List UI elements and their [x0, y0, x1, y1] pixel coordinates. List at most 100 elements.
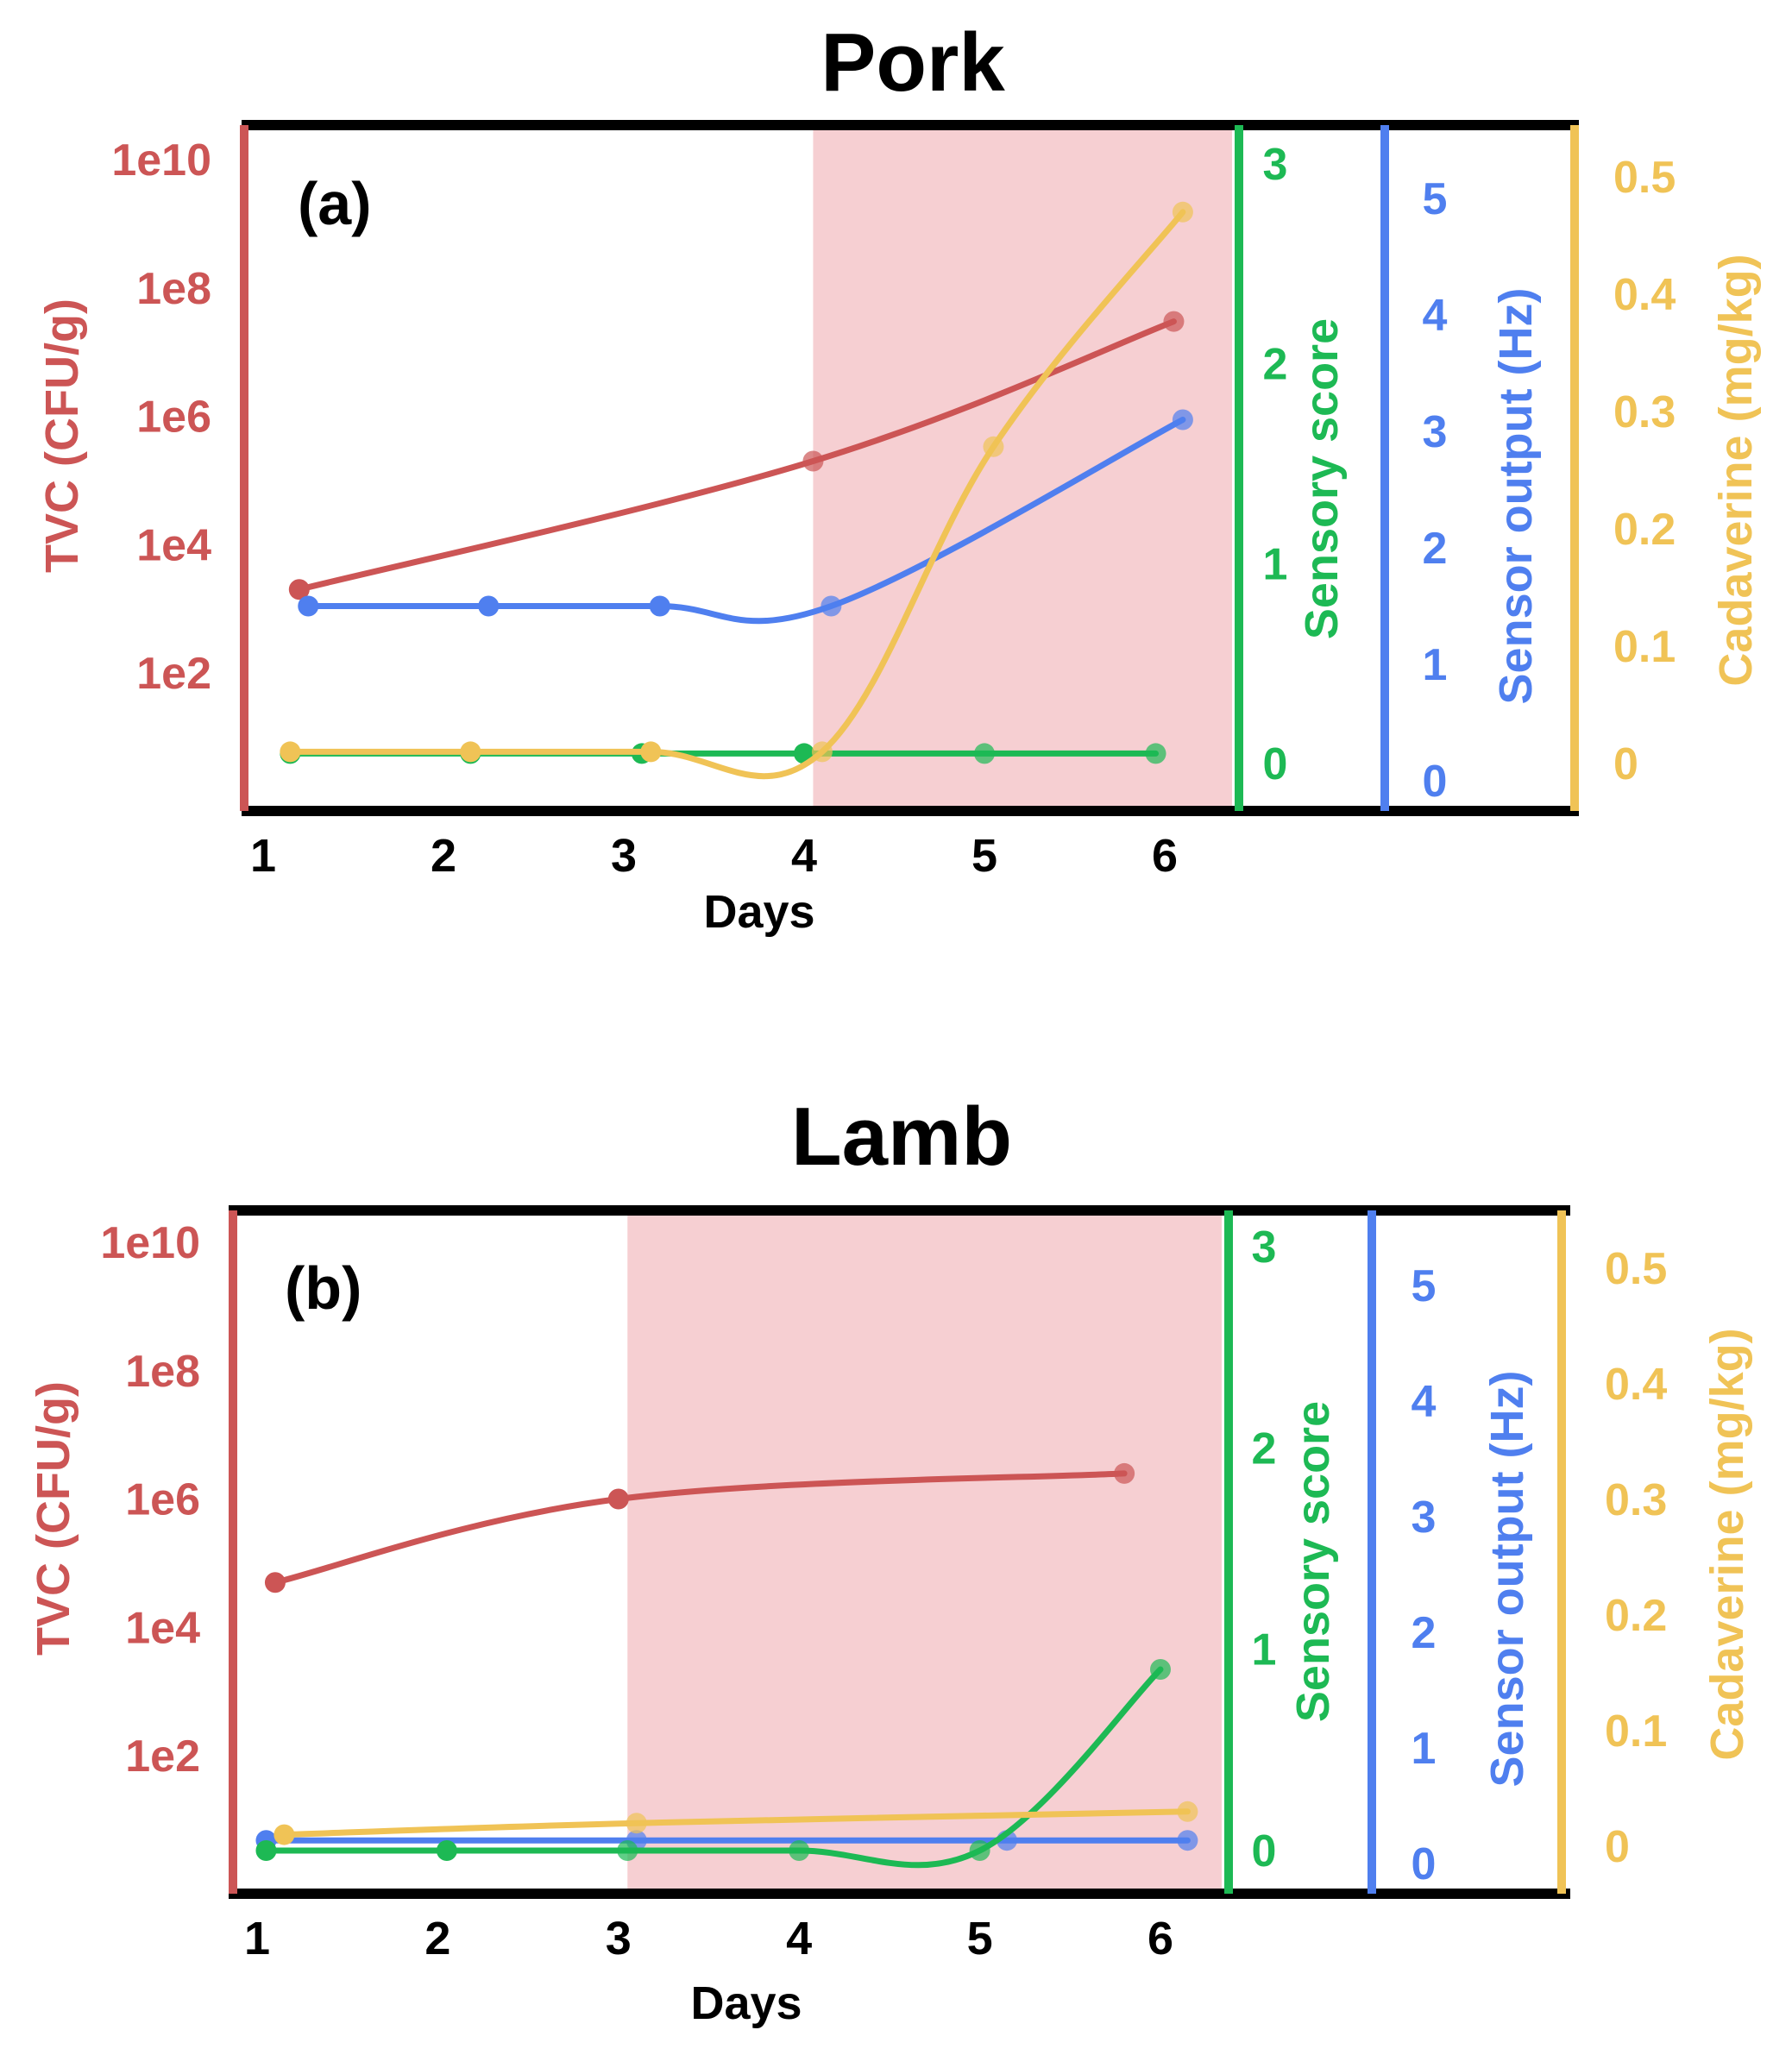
- lamb-sensory-point-6: [1150, 1659, 1171, 1680]
- pork-tvc-axis-label: TVC (CFU/g): [36, 299, 88, 573]
- pork-sensor-tick-3: 3: [1423, 407, 1448, 457]
- lamb-tvc-point-3: [1114, 1462, 1135, 1484]
- pork-x-tick-4: 4: [791, 830, 817, 882]
- lamb-tvc-point-1: [264, 1572, 286, 1593]
- pork-tvc-tick-1e10: 1e10: [111, 135, 211, 185]
- lamb-sensory-axis-label: Sensory score: [1287, 1401, 1339, 1722]
- pork-cadaverine-tick-0.1: 0.1: [1613, 622, 1676, 672]
- lamb-sensor-point-4: [1177, 1830, 1198, 1851]
- pork-cadaverine-point-1: [280, 741, 301, 763]
- lamb-cadaverine-line: [280, 1808, 1191, 1838]
- pork-cadaverine-point-4: [811, 741, 833, 763]
- pork-sensory-tick-0: 0: [1263, 739, 1288, 789]
- pork-sensor-point-2: [478, 595, 500, 617]
- pork-sensory-tick-1: 1: [1263, 539, 1288, 589]
- pork-x-tick-6: 6: [1152, 830, 1178, 882]
- pork-panel-label: (a): [298, 170, 372, 237]
- lamb-cadaverine-tick-0.4: 0.4: [1605, 1360, 1667, 1410]
- pork-x-axis-label: Days: [703, 886, 814, 938]
- pork-tvc-tick-1e4: 1e4: [136, 520, 211, 570]
- pork-tvc-point-2: [802, 450, 824, 472]
- pork-x-tick-3: 3: [611, 830, 637, 882]
- lamb-tvc-tick-1e4: 1e4: [125, 1603, 200, 1653]
- pork-cadaverine-point-5: [983, 436, 1004, 457]
- pork-sensor-point-1: [298, 595, 319, 617]
- lamb-cadaverine-tick-0: 0: [1605, 1822, 1630, 1872]
- pork-tvc-tick-1e8: 1e8: [136, 264, 211, 314]
- lamb-sensor-tick-3: 3: [1412, 1493, 1437, 1543]
- pork-sensor-axis-label: Sensor output (Hz): [1490, 288, 1542, 705]
- lamb-title: Lamb: [791, 1090, 1012, 1183]
- lamb-cadaverine-point-3: [1177, 1801, 1198, 1822]
- pork-cadaverine-axis-label: Cadaverine (mg/kg): [1710, 254, 1762, 686]
- pork-tvc-point-1: [288, 579, 310, 600]
- lamb-tvc-tick-1e10: 1e10: [100, 1218, 200, 1268]
- lamb-x-tick-2: 2: [424, 1913, 450, 1964]
- pork-title: Pork: [821, 16, 1005, 109]
- pork-cadaverine-tick-0.3: 0.3: [1613, 387, 1676, 437]
- lamb-sensory-tick-0: 0: [1252, 1826, 1277, 1876]
- pork-sensory-tick-2: 2: [1263, 340, 1288, 390]
- lamb-x-tick-3: 3: [606, 1913, 632, 1964]
- pork-cadaverine-tick-0.2: 0.2: [1613, 505, 1676, 555]
- lamb-panel: Lamb (b) Days TVC (CFU/g) Sensory score …: [28, 1090, 1753, 2029]
- lamb-cadaverine-point-1: [274, 1824, 295, 1845]
- pork-sensor-tick-1: 1: [1423, 640, 1448, 690]
- lamb-cadaverine-tick-0.5: 0.5: [1605, 1244, 1667, 1294]
- pork-x-tick-1: 1: [250, 830, 276, 882]
- pork-sensor-point-5: [1172, 409, 1193, 431]
- lamb-sensory-tick-2: 2: [1252, 1424, 1277, 1474]
- lamb-tvc-line: [272, 1470, 1128, 1586]
- pork-tvc-tick-1e6: 1e6: [136, 393, 211, 443]
- pork-cadaverine-point-3: [640, 741, 662, 763]
- pork-sensor-tick-4: 4: [1423, 291, 1448, 341]
- lamb-tvc-axis-label: TVC (CFU/g): [28, 1381, 79, 1656]
- lamb-sensory-point-4: [789, 1840, 810, 1861]
- pork-sensor-tick-5: 5: [1423, 174, 1448, 224]
- lamb-tvc-tick-1e8: 1e8: [125, 1347, 200, 1397]
- pork-cadaverine-point-2: [460, 741, 481, 763]
- pork-cadaverine-point-6: [1172, 201, 1193, 223]
- lamb-spoilage-region: [627, 1215, 1222, 1889]
- lamb-cadaverine-point-2: [626, 1813, 647, 1834]
- pork-sensory-point-6: [1145, 743, 1166, 764]
- lamb-cadaverine-tick-0.3: 0.3: [1605, 1475, 1667, 1525]
- lamb-plot-marks: 1 2 3 4 5 6 1e2 1e4 1e6 1e8 1e10 0 1 2 3 0 1 2 3 4 5 0 0.1 0.2 0…: [100, 1218, 1667, 1964]
- pork-tvc-point-3: [1163, 311, 1185, 332]
- lamb-x-axis-label: Days: [690, 1977, 802, 2029]
- lamb-tvc-point-2: [607, 1488, 629, 1510]
- lamb-x-tick-1: 1: [244, 1913, 270, 1964]
- pork-sensor-tick-2: 2: [1423, 524, 1448, 574]
- pork-sensor-line: [305, 417, 1186, 625]
- lamb-sensor-tick-4: 4: [1412, 1377, 1437, 1427]
- pork-sensory-axis-label: Sensory score: [1296, 318, 1348, 639]
- pork-sensory-tick-3: 3: [1263, 140, 1288, 190]
- lamb-sensory-point-2: [436, 1840, 457, 1861]
- pork-sensory-point-5: [974, 743, 995, 764]
- pork-cadaverine-tick-0: 0: [1613, 739, 1638, 789]
- pork-cadaverine-tick-0.4: 0.4: [1613, 270, 1676, 320]
- pork-panel: Pork (a) Days TVC (CFU/g) Sensory score …: [36, 16, 1762, 938]
- pork-tvc-tick-1e2: 1e2: [136, 649, 211, 699]
- pork-cadaverine-tick-0.5: 0.5: [1613, 153, 1676, 203]
- lamb-cadaverine-axis-label: Cadaverine (mg/kg): [1701, 1328, 1753, 1760]
- lamb-cadaverine-tick-0.1: 0.1: [1605, 1706, 1667, 1757]
- lamb-sensor-tick-1: 1: [1412, 1724, 1437, 1774]
- lamb-sensory-tick-3: 3: [1252, 1222, 1277, 1273]
- lamb-panel-label: (b): [285, 1254, 362, 1322]
- lamb-sensory-point-3: [617, 1840, 638, 1861]
- lamb-cadaverine-tick-0.2: 0.2: [1605, 1591, 1667, 1641]
- pork-x-tick-2: 2: [431, 830, 456, 882]
- lamb-sensor-tick-2: 2: [1412, 1608, 1437, 1658]
- lamb-sensory-tick-1: 1: [1252, 1625, 1277, 1675]
- lamb-x-tick-6: 6: [1148, 1913, 1173, 1964]
- lamb-tvc-tick-1e2: 1e2: [125, 1732, 200, 1782]
- lamb-tvc-tick-1e6: 1e6: [125, 1475, 200, 1525]
- lamb-sensor-tick-5: 5: [1412, 1261, 1437, 1311]
- lamb-x-tick-5: 5: [967, 1913, 993, 1964]
- lamb-x-tick-4: 4: [786, 1913, 812, 1964]
- pork-sensor-point-3: [649, 595, 670, 617]
- pork-tvc-line: [296, 318, 1177, 593]
- pork-x-tick-5: 5: [971, 830, 997, 882]
